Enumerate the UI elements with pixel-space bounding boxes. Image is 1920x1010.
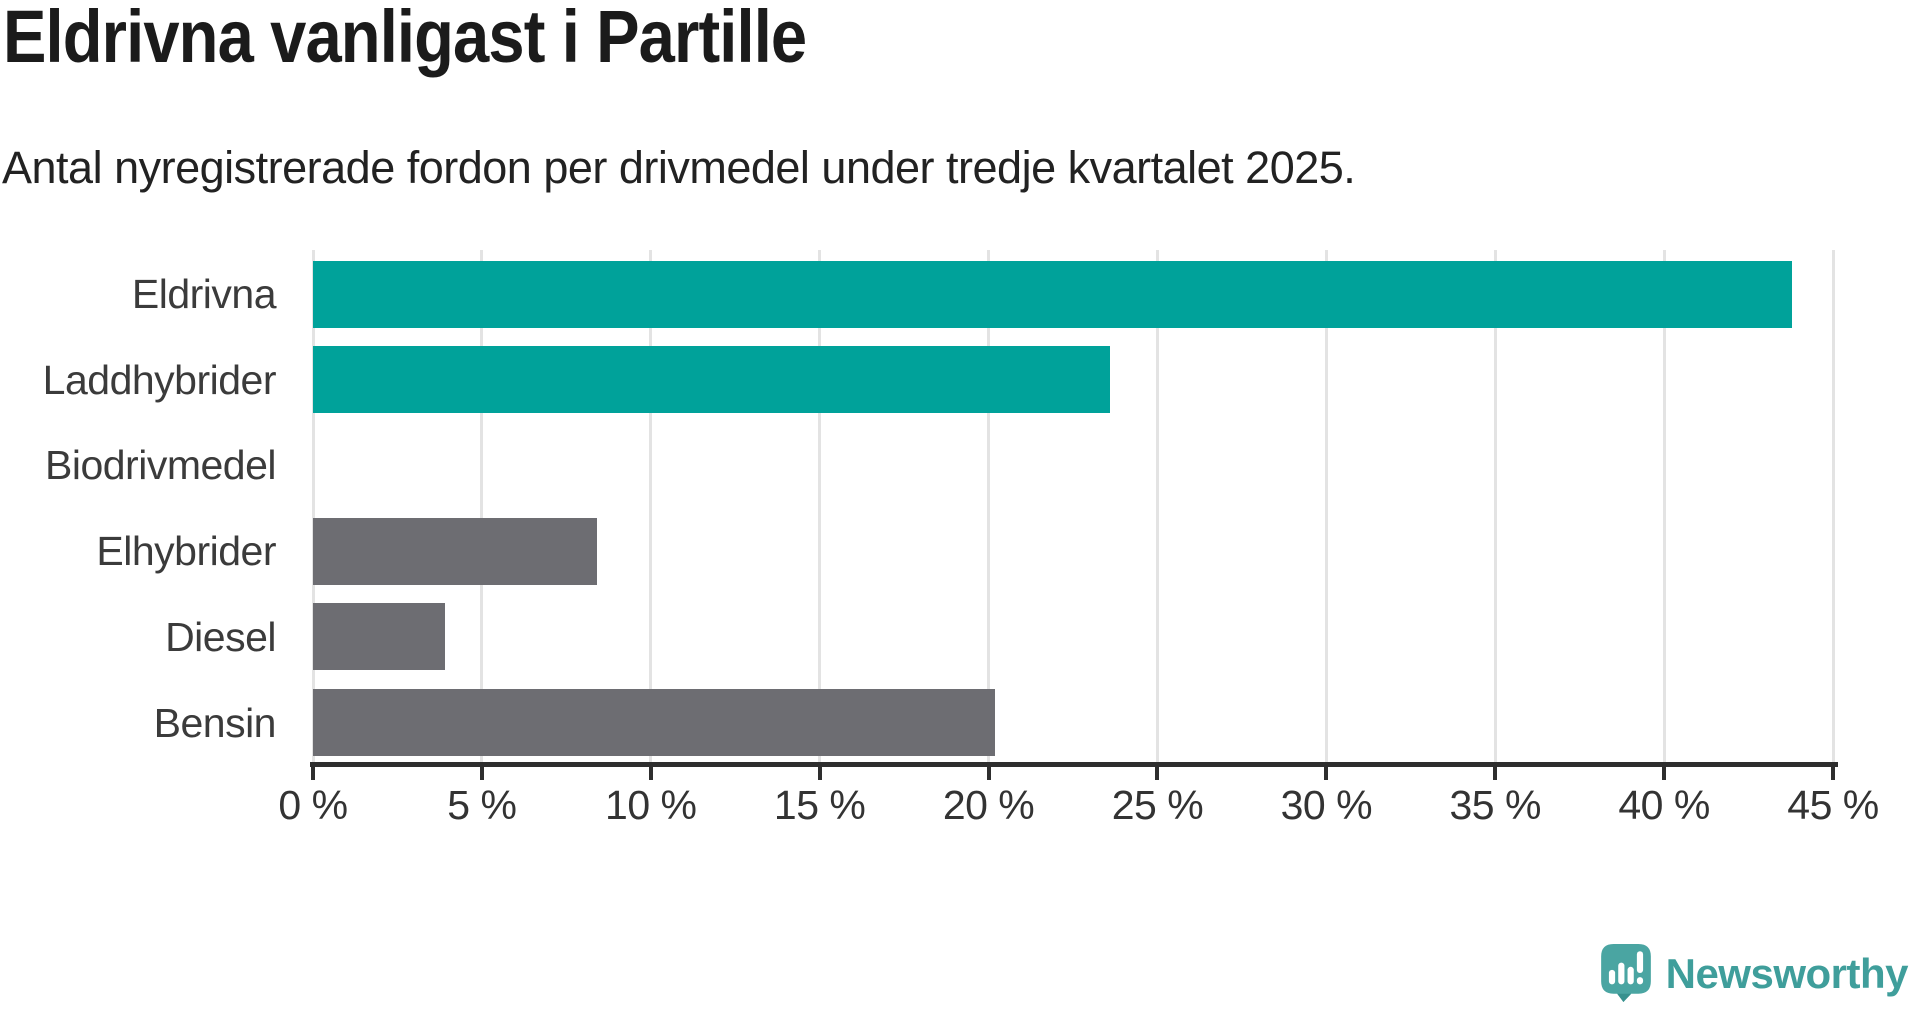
- chart-title: Eldrivna vanligast i Partille: [3, 0, 807, 78]
- category-label: Biodrivmedel: [45, 442, 277, 489]
- x-axis-tick: [1324, 767, 1329, 780]
- bar-bensin: [313, 689, 996, 756]
- x-axis-tick-label: 15 %: [773, 782, 866, 828]
- gridline: [987, 250, 991, 764]
- x-axis-tick: [1493, 767, 1498, 780]
- x-axis-tick-label: 45 %: [1787, 782, 1879, 828]
- x-axis-tick: [311, 767, 315, 780]
- category-label: Bensin: [153, 699, 277, 746]
- gridline: [1831, 250, 1835, 764]
- newsworthy-logo-icon: [1600, 944, 1651, 1002]
- gridline: [1324, 250, 1328, 764]
- x-axis-tick-label: 25 %: [1111, 782, 1204, 828]
- x-axis-tick-label: 10 %: [605, 782, 697, 828]
- gridline: [1493, 250, 1497, 764]
- x-axis-tick-label: 30 %: [1280, 782, 1373, 828]
- x-axis-tick: [986, 767, 991, 780]
- category-label: Eldrivna: [131, 271, 277, 317]
- chart-subtitle: Antal nyregistrerade fordon per drivmede…: [2, 142, 1356, 193]
- category-label: Laddhybrider: [42, 356, 277, 403]
- bar-diesel: [313, 603, 445, 671]
- x-axis-tick-label: 20 %: [942, 782, 1035, 828]
- category-label: Diesel: [165, 613, 276, 660]
- x-axis-line: [310, 762, 1838, 767]
- bar-laddhybrider: [313, 346, 1111, 414]
- x-axis-tick: [1662, 767, 1667, 780]
- x-axis-tick-label: 40 %: [1618, 782, 1710, 828]
- newsworthy-logo-text: Newsworthy: [1665, 950, 1909, 997]
- gridline: [1662, 250, 1666, 764]
- x-axis-tick-label: 0 %: [278, 782, 348, 828]
- x-axis-tick: [648, 767, 653, 780]
- bar-eldrivna: [313, 260, 1793, 328]
- x-axis-tick: [1155, 767, 1160, 780]
- category-label: Elhybrider: [96, 528, 276, 575]
- newsworthy-logo: Newsworthy: [1600, 944, 1909, 1002]
- gridline: [649, 250, 653, 764]
- gridline: [818, 250, 822, 764]
- x-axis-tick-label: 35 %: [1449, 782, 1541, 828]
- bar-elhybrider: [313, 517, 597, 585]
- x-axis-tick: [1831, 767, 1835, 780]
- x-axis-tick-label: 5 %: [447, 782, 517, 828]
- gridline: [1155, 250, 1159, 764]
- x-axis-tick: [817, 767, 822, 780]
- gridline: [480, 250, 484, 764]
- x-axis-tick: [479, 767, 484, 780]
- gridline: [311, 250, 315, 764]
